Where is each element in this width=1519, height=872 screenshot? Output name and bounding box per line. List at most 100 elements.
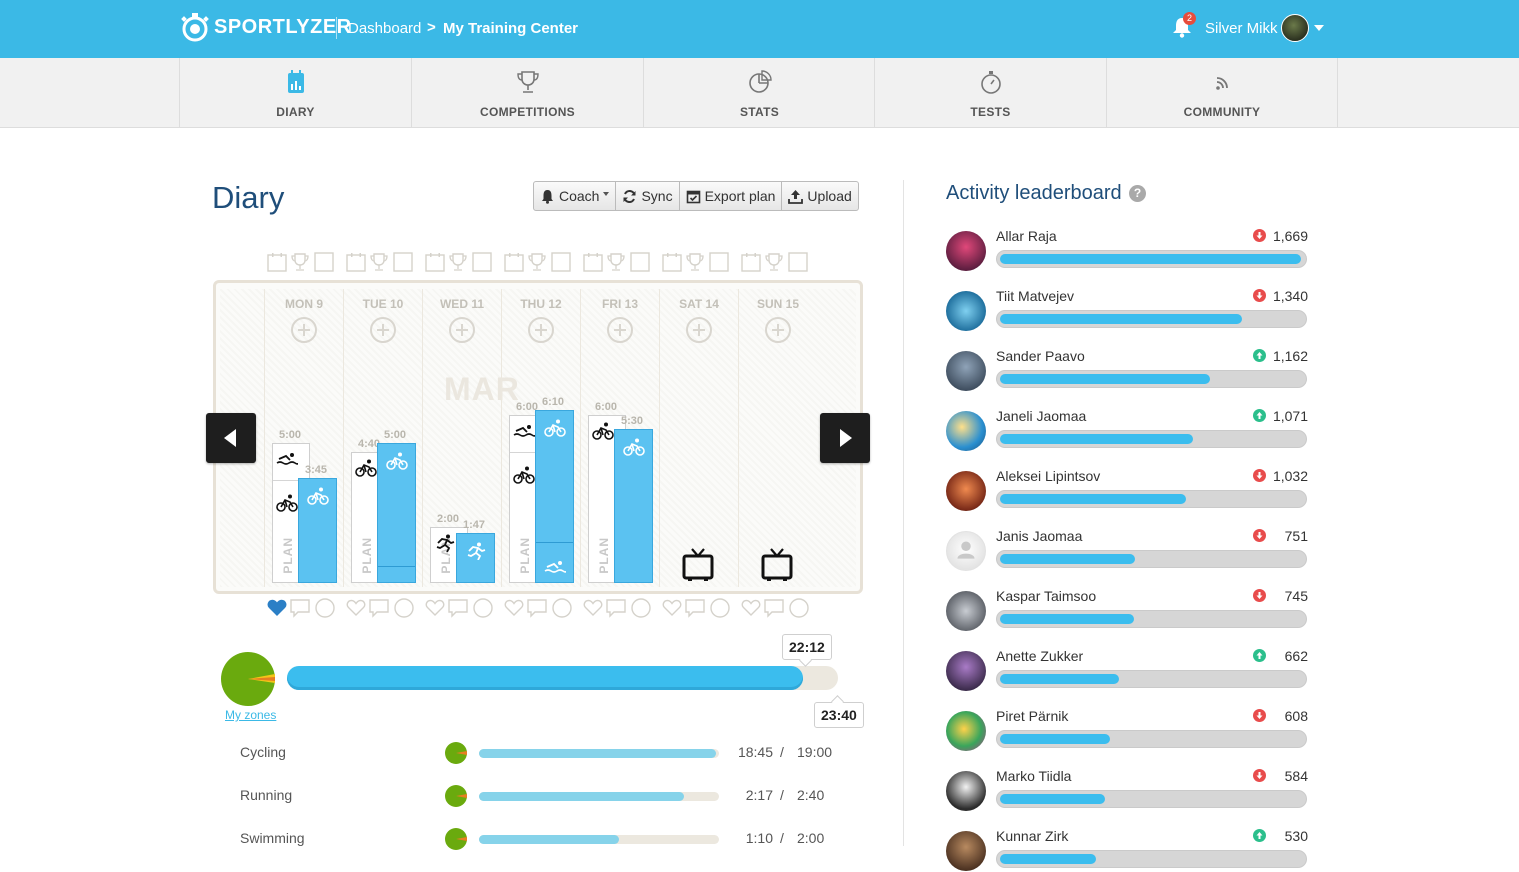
comment-icon[interactable] bbox=[369, 598, 389, 618]
add-workout-button[interactable] bbox=[686, 317, 712, 343]
avatar[interactable] bbox=[946, 711, 986, 751]
completed-workout-bar[interactable] bbox=[377, 443, 416, 583]
status-circle-icon[interactable] bbox=[394, 598, 414, 618]
avatar[interactable] bbox=[946, 771, 986, 811]
trophy-icon[interactable] bbox=[448, 252, 468, 272]
add-workout-button[interactable] bbox=[291, 317, 317, 343]
heart-icon[interactable] bbox=[741, 598, 761, 618]
athlete-name[interactable]: Tiit Matvejev bbox=[996, 288, 1075, 304]
next-week-button[interactable] bbox=[820, 413, 870, 463]
athlete-name[interactable]: Marko Tiidla bbox=[996, 768, 1072, 784]
completed-workout-bar[interactable] bbox=[535, 410, 574, 583]
leaderboard-row[interactable]: Tiit Matvejev 1,340 bbox=[946, 288, 1308, 332]
leaderboard-row[interactable]: Janis Jaomaa 751 bbox=[946, 528, 1308, 572]
athlete-name[interactable]: Piret Pärnik bbox=[996, 708, 1069, 724]
tab-tests[interactable]: TESTS bbox=[874, 58, 1106, 128]
athlete-name[interactable]: Janeli Jaomaa bbox=[996, 408, 1087, 424]
status-circle-icon[interactable] bbox=[631, 598, 651, 618]
athlete-name[interactable]: Aleksei Lipintsov bbox=[996, 468, 1101, 484]
athlete-name[interactable]: Sander Paavo bbox=[996, 348, 1085, 364]
status-circle-icon[interactable] bbox=[789, 598, 809, 618]
avatar[interactable] bbox=[946, 351, 986, 391]
leaderboard-row[interactable]: Kaspar Taimsoo 745 bbox=[946, 588, 1308, 632]
note-icon[interactable] bbox=[630, 252, 650, 272]
calendar-icon[interactable] bbox=[504, 252, 524, 272]
leaderboard-row[interactable]: Piret Pärnik 608 bbox=[946, 708, 1308, 752]
comment-icon[interactable] bbox=[448, 598, 468, 618]
heart-icon[interactable] bbox=[425, 598, 445, 618]
athlete-name[interactable]: Kunnar Zirk bbox=[996, 828, 1069, 844]
comment-icon[interactable] bbox=[606, 598, 626, 618]
tab-stats[interactable]: STATS bbox=[643, 58, 875, 128]
note-icon[interactable] bbox=[709, 252, 729, 272]
calendar-icon[interactable] bbox=[741, 252, 761, 272]
calendar-icon[interactable] bbox=[583, 252, 603, 272]
leaderboard-row[interactable]: Kunnar Zirk 530 bbox=[946, 828, 1308, 872]
add-workout-button[interactable] bbox=[528, 317, 554, 343]
avatar[interactable] bbox=[946, 231, 986, 271]
athlete-name[interactable]: Janis Jaomaa bbox=[996, 528, 1083, 544]
trophy-icon[interactable] bbox=[685, 252, 705, 272]
leaderboard-row[interactable]: Allar Raja 1,669 bbox=[946, 228, 1308, 272]
leaderboard-row[interactable]: Marko Tiidla 584 bbox=[946, 768, 1308, 812]
trophy-icon[interactable] bbox=[764, 252, 784, 272]
leaderboard-row[interactable]: Aleksei Lipintsov 1,032 bbox=[946, 468, 1308, 512]
comment-icon[interactable] bbox=[290, 598, 310, 618]
heart-icon[interactable] bbox=[267, 598, 287, 618]
sportlyzer-logo[interactable]: SPORTLYZER bbox=[180, 12, 352, 42]
leaderboard-row[interactable]: Janeli Jaomaa 1,071 bbox=[946, 408, 1308, 452]
status-circle-icon[interactable] bbox=[315, 598, 335, 618]
avatar[interactable] bbox=[946, 471, 986, 511]
athlete-name[interactable]: Kaspar Taimsoo bbox=[996, 588, 1097, 604]
caret-down-icon[interactable] bbox=[1314, 25, 1324, 31]
completed-workout-bar[interactable] bbox=[456, 533, 495, 583]
status-circle-icon[interactable] bbox=[552, 598, 572, 618]
athlete-name[interactable]: Anette Zukker bbox=[996, 648, 1084, 664]
trophy-icon[interactable] bbox=[369, 252, 389, 272]
heart-icon[interactable] bbox=[583, 598, 603, 618]
calendar-icon[interactable] bbox=[267, 252, 287, 272]
tab-diary[interactable]: DIARY bbox=[179, 58, 411, 128]
comment-icon[interactable] bbox=[527, 598, 547, 618]
calendar-icon[interactable] bbox=[346, 252, 366, 272]
help-icon[interactable]: ? bbox=[1129, 185, 1146, 202]
completed-workout-bar[interactable] bbox=[298, 478, 337, 583]
completed-workout-bar[interactable] bbox=[614, 429, 653, 583]
calendar-icon[interactable] bbox=[662, 252, 682, 272]
breadcrumb-dashboard-link[interactable]: Dashboard bbox=[348, 20, 422, 37]
sync-button[interactable]: Sync bbox=[615, 181, 680, 211]
add-workout-button[interactable] bbox=[765, 317, 791, 343]
previous-week-button[interactable] bbox=[206, 413, 256, 463]
avatar[interactable] bbox=[946, 531, 986, 571]
athlete-name[interactable]: Allar Raja bbox=[996, 228, 1057, 244]
add-workout-button[interactable] bbox=[370, 317, 396, 343]
avatar[interactable] bbox=[946, 291, 986, 331]
avatar[interactable] bbox=[946, 411, 986, 451]
tab-community[interactable]: COMMUNITY bbox=[1106, 58, 1338, 128]
note-icon[interactable] bbox=[393, 252, 413, 272]
note-icon[interactable] bbox=[551, 252, 571, 272]
calendar-icon[interactable] bbox=[425, 252, 445, 272]
user-name[interactable]: Silver Mikk bbox=[1205, 20, 1278, 37]
export-plan-button[interactable]: Export plan bbox=[678, 181, 783, 211]
status-circle-icon[interactable] bbox=[473, 598, 493, 618]
avatar[interactable] bbox=[946, 831, 986, 871]
heart-icon[interactable] bbox=[346, 598, 366, 618]
comment-icon[interactable] bbox=[764, 598, 784, 618]
avatar[interactable] bbox=[946, 591, 986, 631]
avatar[interactable] bbox=[946, 651, 986, 691]
user-avatar[interactable] bbox=[1281, 14, 1309, 42]
leaderboard-row[interactable]: Sander Paavo 1,162 bbox=[946, 348, 1308, 392]
note-icon[interactable] bbox=[472, 252, 492, 272]
heart-icon[interactable] bbox=[662, 598, 682, 618]
status-circle-icon[interactable] bbox=[710, 598, 730, 618]
zones-pie-icon[interactable] bbox=[221, 652, 275, 706]
note-icon[interactable] bbox=[788, 252, 808, 272]
add-workout-button[interactable] bbox=[607, 317, 633, 343]
comment-icon[interactable] bbox=[685, 598, 705, 618]
heart-icon[interactable] bbox=[504, 598, 524, 618]
my-zones-link[interactable]: My zones bbox=[225, 708, 277, 722]
trophy-icon[interactable] bbox=[290, 252, 310, 272]
leaderboard-row[interactable]: Anette Zukker 662 bbox=[946, 648, 1308, 692]
coach-button[interactable]: Coach bbox=[533, 181, 617, 211]
